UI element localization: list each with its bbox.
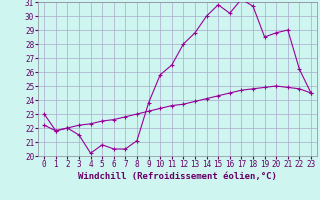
X-axis label: Windchill (Refroidissement éolien,°C): Windchill (Refroidissement éolien,°C) <box>78 172 277 181</box>
